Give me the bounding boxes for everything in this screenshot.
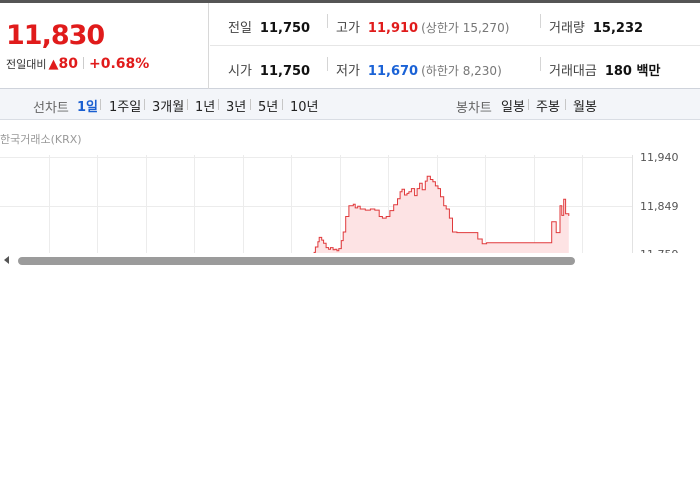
period-3y-button[interactable]: 3년 (226, 100, 247, 115)
exchange-label: 한국거래소(KRX) (0, 133, 82, 146)
stock-quote-panel: 11,830 전일대비 ▲80 +0.68% 전일 11,750 고가 11,910 (상… (0, 0, 700, 89)
stat-value: 180 백만 (604, 64, 661, 79)
column-divider (540, 57, 541, 71)
current-price: 11,830 (6, 20, 105, 51)
stat-label: 고가 (336, 21, 360, 36)
up-arrow-icon: ▲ (48, 57, 59, 72)
period-1d-button[interactable]: 1일 (77, 100, 99, 115)
toolbar-divider (100, 99, 101, 110)
y-tick-label: 11,940 (640, 151, 679, 164)
column-divider (327, 57, 328, 71)
y-tick-label: 11,849 (640, 200, 679, 213)
stat-value: 11,910 (367, 21, 419, 36)
change-percent: +0.68% (88, 56, 150, 72)
toolbar-divider (144, 99, 145, 110)
period-1w-button[interactable]: 1주일 (109, 100, 142, 115)
stat-high: 고가 11,910 (상한가 15,270) (327, 14, 510, 36)
stat-label: 저가 (336, 64, 360, 79)
change-label: 전일대비 (6, 58, 47, 71)
change-amount: 80 (58, 56, 78, 72)
toolbar-divider (282, 99, 283, 110)
stat-value: 15,232 (592, 21, 644, 36)
period-3m-button[interactable]: 3개월 (152, 100, 185, 115)
stat-prev-close: 전일 11,750 (228, 17, 310, 36)
period-1y-button[interactable]: 1년 (195, 100, 216, 115)
column-divider (540, 14, 541, 28)
toolbar-divider (528, 99, 529, 110)
change-info: 전일대비 ▲80 +0.68% (6, 56, 149, 72)
chart-canvas: 11,940 11,849 11,759 (0, 151, 679, 253)
toolbar-divider (565, 99, 566, 110)
upper-limit: (상한가 15,270) (421, 21, 510, 35)
column-divider (327, 14, 328, 28)
toolbar-divider (250, 99, 251, 110)
series-area (309, 176, 569, 253)
chart-scrollbar-thumb[interactable] (18, 257, 575, 265)
stat-open: 시가 11,750 (228, 60, 310, 79)
chart-toolbar: 선차트 1일 1주일 3개월 1년 3년 5년 10년 봉차트 일봉 주봉 월봉 (0, 89, 700, 120)
period-10y-button[interactable]: 10년 (290, 100, 319, 115)
stat-value: 11,750 (259, 21, 311, 36)
stat-label: 거래량 (549, 21, 585, 36)
stat-label: 시가 (228, 64, 252, 79)
scroll-left-arrow-icon[interactable] (4, 256, 9, 264)
stat-trade-amount: 거래대금 180 백만 (540, 57, 661, 79)
series-line (313, 175, 570, 253)
lower-limit: (하한가 8,230) (421, 64, 502, 78)
period-5y-button[interactable]: 5년 (258, 100, 279, 115)
toolbar-divider (218, 99, 219, 110)
change-divider (82, 57, 84, 69)
toolbar-divider (187, 99, 188, 110)
price-chart: 한국거래소(KRX) 11,940 11,849 11,759 (0, 120, 700, 265)
stat-label: 전일 (228, 21, 252, 36)
candle-chart-label: 봉차트 (456, 101, 492, 116)
candle-weekly-button[interactable]: 주봉 (536, 100, 560, 115)
stat-volume: 거래량 15,232 (540, 14, 644, 36)
candle-monthly-button[interactable]: 월봉 (573, 100, 597, 115)
stat-value: 11,670 (367, 64, 419, 79)
line-chart-label: 선차트 (33, 101, 69, 116)
stat-value: 11,750 (259, 64, 311, 79)
row-divider (210, 45, 700, 46)
y-tick-label: 11,759 (640, 248, 679, 253)
stats-grid: 전일 11,750 고가 11,910 (상한가 15,270) 거래량 15,232 … (210, 3, 700, 89)
candle-daily-button[interactable]: 일봉 (501, 100, 525, 115)
price-box: 11,830 전일대비 ▲80 +0.68% (0, 3, 209, 89)
stat-low: 저가 11,670 (하한가 8,230) (327, 57, 502, 79)
stat-label: 거래대금 (549, 64, 597, 79)
